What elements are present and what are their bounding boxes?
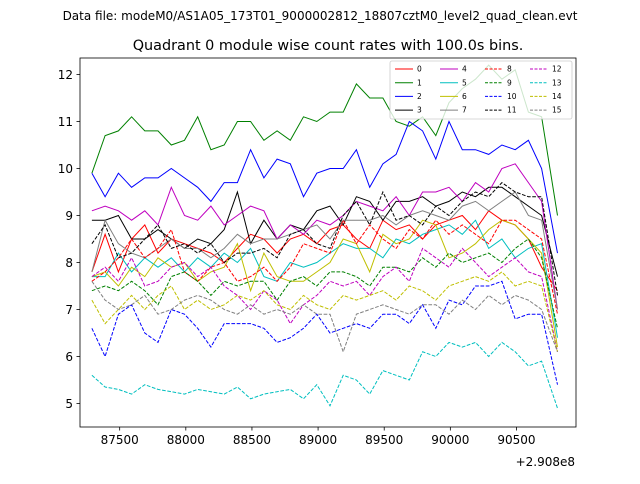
legend-label-3: 3 <box>417 106 422 115</box>
series-line-15 <box>91 281 558 354</box>
figure-suptitle: Data file: modeM0/AS1A05_173T01_90000028… <box>63 9 578 23</box>
legend-label-2: 2 <box>417 92 422 101</box>
y-tick-label: 11 <box>58 115 73 129</box>
series-line-0 <box>91 210 558 291</box>
x-tick-label: 90500 <box>497 433 535 447</box>
y-tick-label: 12 <box>58 68 73 82</box>
series-line-10 <box>91 280 558 385</box>
series-line-6 <box>91 219 558 348</box>
y-tick-label: 10 <box>58 162 73 176</box>
x-tick-label: 87500 <box>101 433 139 447</box>
x-tick-label: 89000 <box>299 433 337 447</box>
series-line-7 <box>91 191 558 310</box>
series-line-4 <box>91 163 558 310</box>
y-tick-label: 7 <box>65 303 73 317</box>
y-tick-label: 9 <box>65 209 73 223</box>
series-line-2 <box>91 120 558 254</box>
legend-label-10: 10 <box>507 92 517 101</box>
legend-label-11: 11 <box>507 106 517 115</box>
legend-label-9: 9 <box>507 78 512 87</box>
y-tick-label: 8 <box>65 256 73 270</box>
legend-label-0: 0 <box>417 65 422 74</box>
x-tick-label: 89500 <box>365 433 403 447</box>
series-line-5 <box>91 219 558 338</box>
axis-layer: 87500 88000 88500 89000 89500 90000 90500 5 6 7 8 9… <box>58 57 577 447</box>
legend-label-12: 12 <box>552 65 562 74</box>
x-tick-label: 88000 <box>167 433 205 447</box>
legend-label-6: 6 <box>462 92 467 101</box>
y-tick-label: 6 <box>65 350 73 364</box>
series-line-12 <box>91 247 558 352</box>
plot-frame <box>79 57 577 428</box>
chart-title: Quadrant 0 module wise count rates with … <box>133 38 524 54</box>
x-tick-label: 88500 <box>233 433 271 447</box>
legend-box <box>389 60 573 120</box>
legend-label-4: 4 <box>462 65 467 74</box>
series-line-14 <box>91 271 558 352</box>
series-line-3 <box>91 186 558 277</box>
legend-label-7: 7 <box>462 106 467 115</box>
x-offset-label: +2.908e8 <box>516 455 575 469</box>
legend-label-1: 1 <box>417 78 422 87</box>
x-tick-label: 90000 <box>431 433 469 447</box>
y-tick-label: 5 <box>65 397 73 411</box>
legend-label-5: 5 <box>462 78 467 87</box>
legend-label-13: 13 <box>552 78 562 87</box>
legend-label-8: 8 <box>507 65 512 74</box>
series-line-8 <box>91 219 558 315</box>
series-layer <box>91 64 558 409</box>
legend-label-14: 14 <box>552 92 562 101</box>
legend-label-15: 15 <box>552 106 562 115</box>
series-line-11 <box>91 181 558 296</box>
series-line-13 <box>91 341 558 409</box>
